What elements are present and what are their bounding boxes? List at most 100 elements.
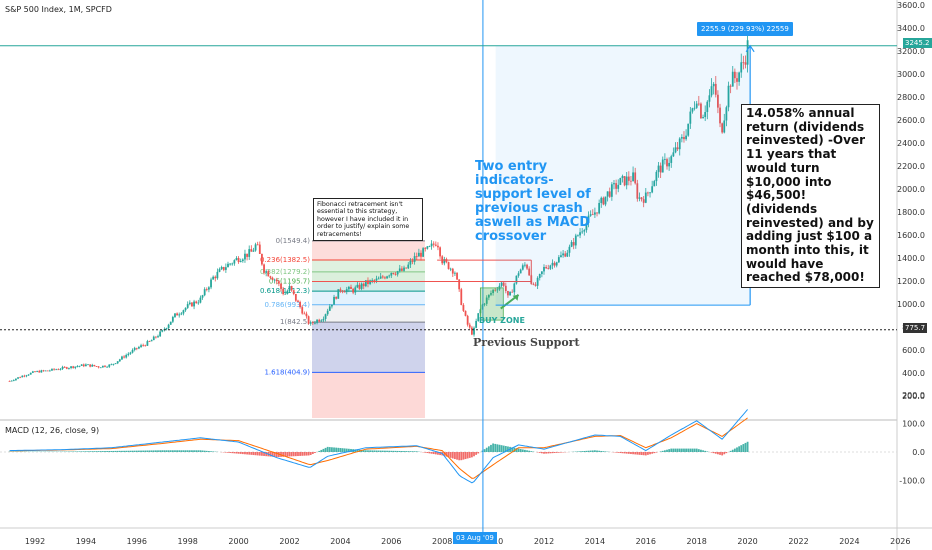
- macd-histogram-bar: [375, 450, 378, 452]
- candle-body: [208, 287, 210, 290]
- candle-body: [316, 319, 318, 323]
- macd-histogram-bar: [432, 452, 435, 455]
- candle-body: [148, 341, 151, 342]
- candle-body: [521, 265, 524, 270]
- candle-body: [123, 356, 125, 358]
- candle-body: [379, 276, 382, 279]
- candle-body: [29, 372, 32, 375]
- candle-body: [89, 364, 92, 367]
- candle-body: [165, 328, 168, 330]
- macd-histogram-bar: [733, 448, 736, 452]
- candle-body: [367, 280, 369, 284]
- macd-histogram-bar: [515, 448, 518, 452]
- candle-body: [511, 291, 514, 293]
- candle-body: [224, 267, 227, 270]
- macd-histogram-bar: [697, 449, 700, 452]
- macd-histogram-bar: [386, 450, 388, 452]
- macd-histogram-bar: [591, 450, 594, 452]
- macd-histogram-bar: [203, 450, 206, 452]
- candle-body: [528, 268, 531, 276]
- macd-histogram-bar: [118, 450, 121, 452]
- candle-body: [356, 284, 359, 288]
- macd-histogram-bar: [462, 452, 465, 460]
- macd-histogram-bar: [411, 451, 414, 452]
- macd-histogram-bar: [600, 450, 603, 452]
- candle-body: [82, 364, 85, 367]
- candle-body: [617, 184, 620, 189]
- candle-body: [454, 272, 456, 274]
- candle-body: [241, 259, 244, 262]
- candle-body: [731, 71, 734, 87]
- macd-histogram-bar: [373, 450, 376, 452]
- candle-body: [428, 246, 431, 248]
- candle-body: [159, 331, 162, 337]
- macd-histogram-bar: [649, 452, 651, 455]
- candle-body: [227, 263, 229, 268]
- candle-body: [483, 303, 486, 305]
- buy-zone-arrowhead: [512, 294, 519, 301]
- macd-histogram-bar: [485, 447, 488, 452]
- candle-body: [672, 152, 675, 157]
- macd-histogram-bar: [689, 448, 692, 452]
- fib-label-1: 1(842.5): [280, 318, 310, 326]
- candle-body: [596, 212, 598, 214]
- macd-histogram-bar: [405, 451, 408, 452]
- price-tick-2000.0: 2000.0: [897, 185, 925, 194]
- macd-histogram-bar: [163, 450, 166, 452]
- macd-histogram-bar: [350, 448, 352, 452]
- candle-body: [99, 367, 102, 369]
- macd-histogram-bar: [174, 450, 176, 452]
- macd-histogram-bar: [150, 450, 153, 452]
- macd-histogram-bar: [244, 452, 246, 455]
- macd-histogram-bar: [498, 444, 501, 452]
- candle-body: [31, 371, 34, 373]
- candle-body: [320, 320, 323, 322]
- candle-body: [475, 320, 478, 328]
- macd-histogram-bar: [475, 452, 478, 455]
- macd-tick--100.0: -100.0: [899, 476, 925, 485]
- macd-histogram-bar: [135, 450, 138, 452]
- candle-body: [689, 111, 692, 124]
- candle-body: [492, 289, 494, 294]
- annual-return-note: 14.058% annual return (dividends reinves…: [741, 104, 880, 289]
- chart-title: S&P 500 Index, 1M, SPCFD: [5, 5, 112, 14]
- candle-body: [473, 327, 475, 335]
- candle-body: [70, 366, 72, 368]
- price-tick-1400.0: 1400.0: [897, 254, 925, 263]
- candle-body: [413, 256, 416, 262]
- candle-body: [205, 289, 208, 290]
- fibonacci-note: Fibonacci retracement isn't essential to…: [313, 198, 423, 242]
- macd-histogram-bar: [297, 452, 299, 457]
- candle-body: [21, 375, 24, 378]
- macd-histogram-bar: [632, 452, 634, 455]
- macd-histogram-bar: [208, 451, 210, 452]
- year-tick-2022: 2022: [788, 537, 808, 546]
- macd-histogram-bar: [666, 449, 668, 452]
- macd-histogram-bar: [212, 451, 215, 452]
- candle-body: [581, 231, 584, 233]
- candle-body: [203, 289, 206, 296]
- macd-histogram-bar: [447, 452, 450, 458]
- macd-histogram-bar: [492, 443, 494, 452]
- candle-body: [188, 302, 191, 305]
- year-tick-2018: 2018: [687, 537, 707, 546]
- candle-body: [375, 278, 378, 281]
- candle-body: [589, 214, 592, 216]
- candle-body: [339, 289, 342, 291]
- candle-body: [248, 249, 251, 257]
- macd-histogram-bar: [167, 450, 170, 452]
- candle-body: [390, 272, 393, 276]
- candle-body: [38, 371, 41, 373]
- candle-body: [409, 260, 412, 265]
- macd-histogram-bar: [324, 447, 327, 452]
- candle-body: [305, 313, 308, 317]
- buy-zone-box: [479, 287, 504, 321]
- macd-histogram-bar: [685, 448, 687, 452]
- macd-histogram-bar: [615, 452, 618, 453]
- candle-body: [51, 368, 53, 371]
- macd-histogram-bar: [237, 452, 240, 454]
- candle-body: [640, 197, 643, 200]
- candle-body: [670, 156, 673, 163]
- candle-body: [237, 258, 240, 263]
- price-axis[interactable]: 200.0400.0600.0800.01000.01200.01400.016…: [897, 1, 925, 485]
